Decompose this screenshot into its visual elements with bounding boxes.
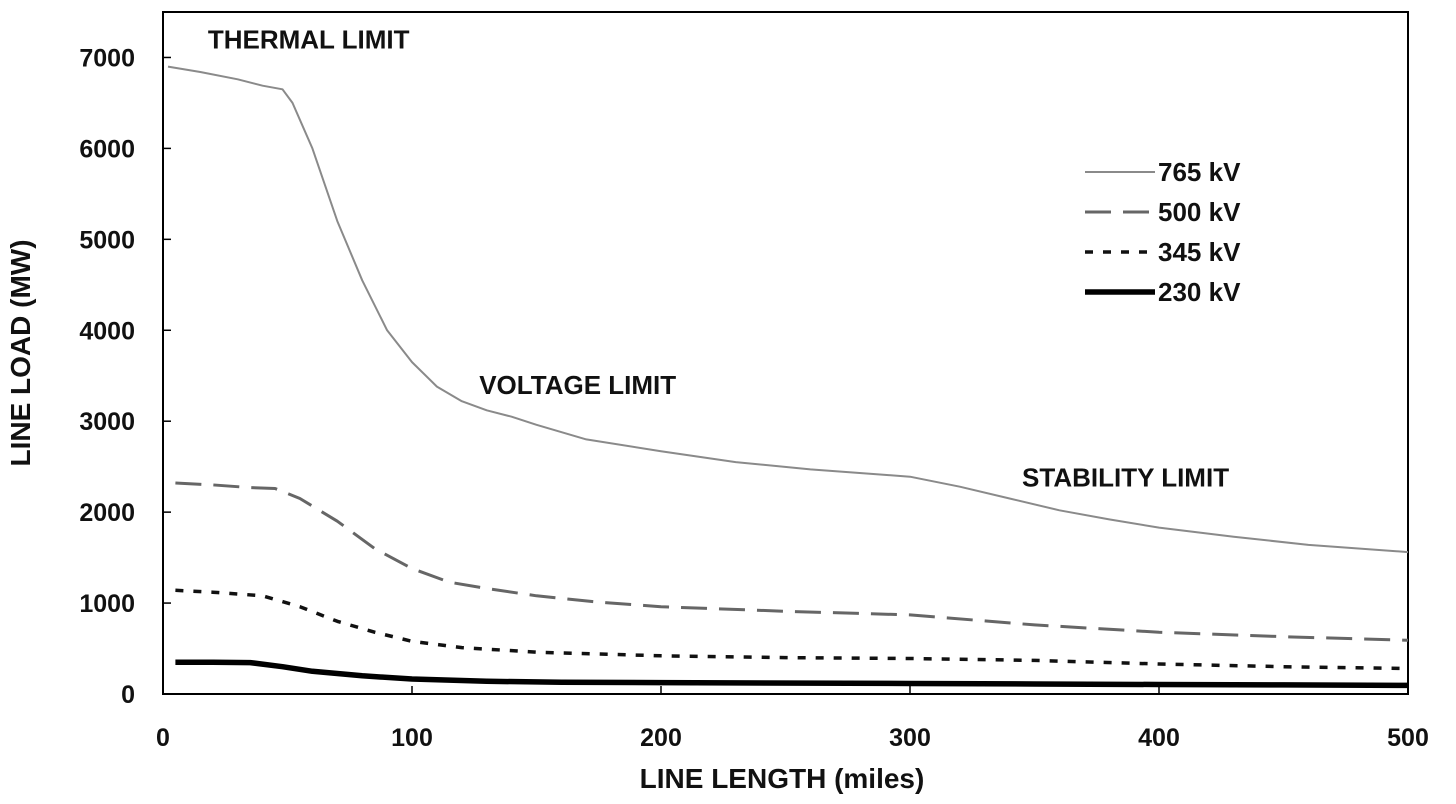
x-axis-title: LINE LENGTH (miles): [640, 763, 925, 794]
y-tick-label: 0: [121, 681, 135, 709]
x-tick-label: 400: [1138, 724, 1180, 752]
tick-layer: 0 100 200 300 400 500010002000300040005000600…: [79, 44, 1428, 752]
annotation-stability-limit: STABILITY LIMIT: [1022, 463, 1229, 493]
x-tick-label: 0: [156, 724, 170, 752]
y-tick-label: 5000: [79, 226, 135, 254]
y-tick-label: 4000: [79, 317, 135, 345]
annotation-layer: THERMAL LIMIT VOLTAGE LIMIT STABILITY LIMI…: [208, 24, 1229, 492]
y-tick-label: 1000: [79, 590, 135, 618]
series-layer: [167, 65, 1409, 689]
x-tick-label: 100: [391, 724, 433, 752]
legend-label-765-kv: 765 kV: [1158, 157, 1241, 187]
plot-frame: [162, 11, 1409, 695]
x-tick-label: 300: [889, 724, 931, 752]
x-tick-label: 200: [640, 724, 682, 752]
legend: 765 kV 500 kV 345 kV 230 kV: [1085, 157, 1241, 307]
legend-label-345-kv: 345 kV: [1158, 237, 1241, 267]
legend-label-500-kv: 500 kV: [1158, 197, 1241, 227]
annotation-thermal-limit: THERMAL LIMIT: [208, 24, 410, 54]
y-tick-label: 7000: [79, 44, 135, 72]
series-line-765-kv: [167, 65, 1409, 554]
series-line-230-kv: [175, 659, 1409, 689]
legend-label-230-kv: 230 kV: [1158, 277, 1241, 307]
y-tick-label: 2000: [79, 499, 135, 527]
series-line-345-kv: [175, 588, 1409, 671]
y-tick-label: 6000: [79, 135, 135, 163]
annotation-voltage-limit: VOLTAGE LIMIT: [479, 370, 676, 400]
series-line-500-kv: [175, 481, 1409, 642]
y-axis-title: LINE LOAD (MW): [5, 239, 36, 466]
x-tick-label: 500: [1387, 724, 1429, 752]
y-tick-label: 3000: [79, 408, 135, 436]
